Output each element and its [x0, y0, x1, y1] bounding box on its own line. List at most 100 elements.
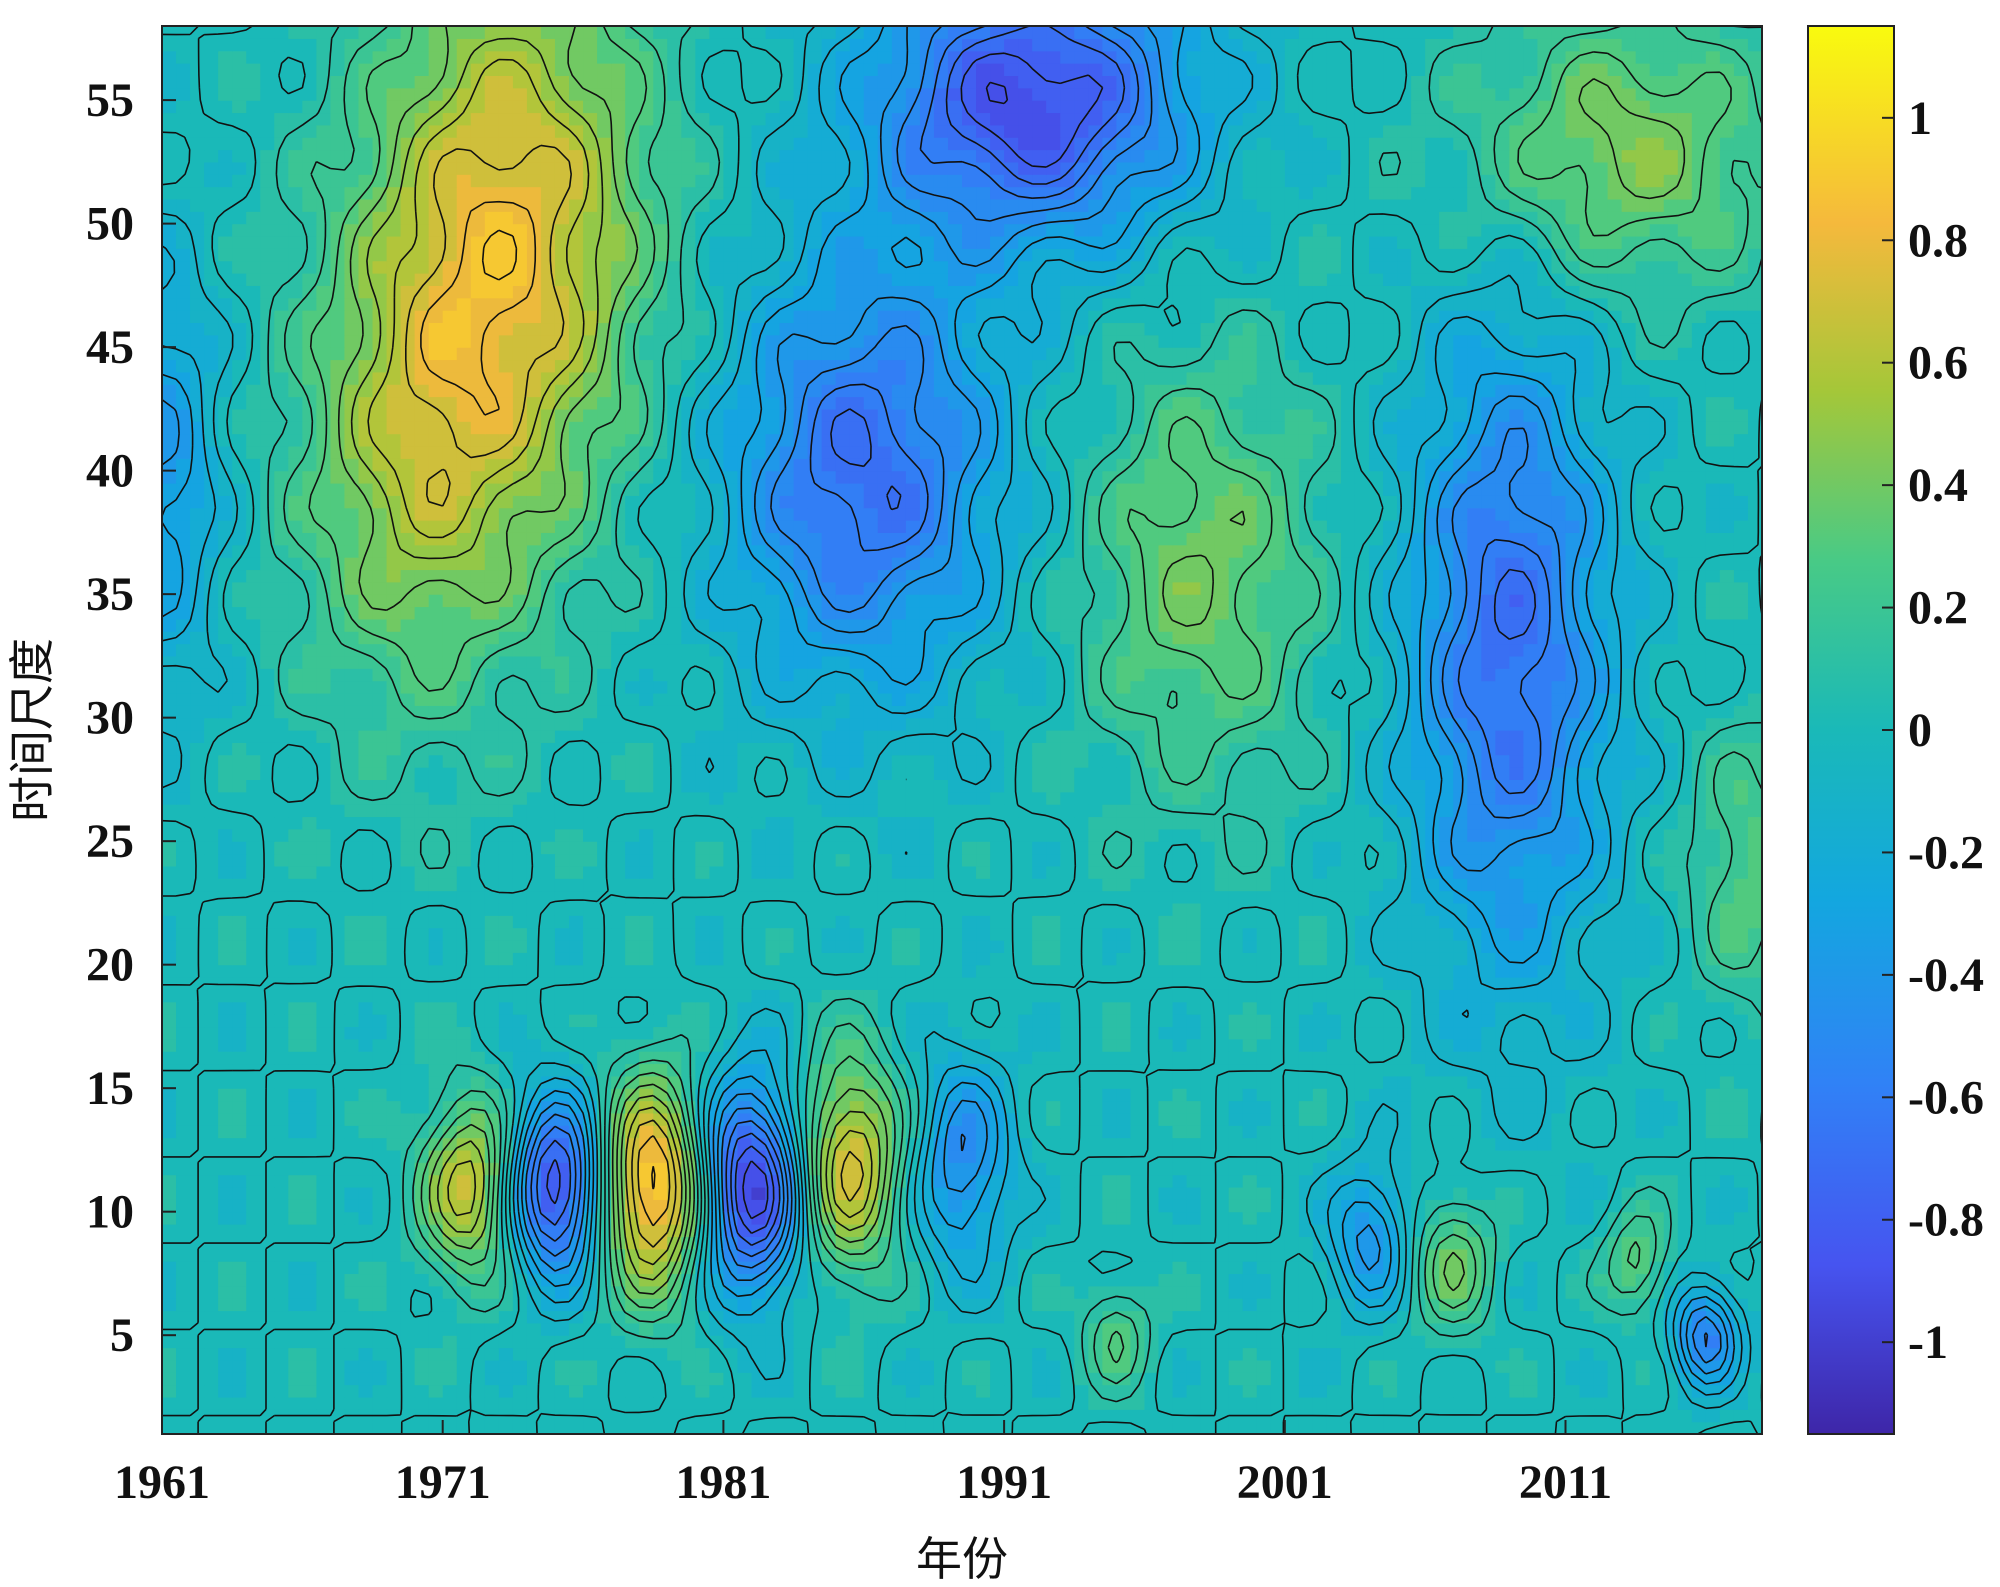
heatmap-cell — [1285, 903, 1300, 916]
heatmap-cell — [990, 1323, 1005, 1336]
heatmap-cell — [471, 965, 486, 978]
heatmap-cell — [162, 1224, 177, 1237]
heatmap-cell — [1369, 977, 1384, 990]
heatmap-cell — [1158, 903, 1173, 916]
heatmap-cell — [695, 940, 710, 953]
heatmap-cell — [443, 928, 458, 941]
heatmap-cell — [1411, 1039, 1426, 1052]
heatmap-cell — [1088, 1236, 1103, 1249]
heatmap-cell — [583, 903, 598, 916]
heatmap-cell — [934, 903, 949, 916]
heatmap-cell — [330, 1224, 345, 1237]
heatmap-cell — [429, 1323, 444, 1336]
heatmap-cell — [1425, 977, 1440, 990]
heatmap-cell — [1636, 1014, 1651, 1027]
heatmap-cell — [1341, 915, 1356, 928]
heatmap-cell — [1004, 1002, 1019, 1015]
heatmap-cell — [1074, 1409, 1089, 1422]
heatmap-cell — [344, 1039, 359, 1052]
heatmap-cell — [415, 1422, 430, 1435]
heatmap-cell — [1032, 1335, 1047, 1348]
heatmap-cell — [1439, 1063, 1454, 1076]
heatmap-cell — [1748, 965, 1763, 978]
heatmap-cell — [1088, 1088, 1103, 1101]
heatmap-cell — [723, 1273, 738, 1286]
heatmap-cell — [1594, 1014, 1609, 1027]
heatmap-cell — [401, 1310, 416, 1323]
heatmap-cell — [1130, 1286, 1145, 1299]
heatmap-cell — [1495, 1249, 1510, 1262]
heatmap-cell — [1481, 1348, 1496, 1361]
heatmap-cell — [1215, 1310, 1230, 1323]
heatmap-cell — [302, 1063, 317, 1076]
heatmap-cell — [1608, 989, 1623, 1002]
heatmap-cell — [344, 1101, 359, 1114]
heatmap-cell — [1243, 1026, 1258, 1039]
heatmap-cell — [1313, 1076, 1328, 1089]
heatmap-cell — [302, 965, 317, 978]
heatmap-cell — [1046, 1026, 1061, 1039]
heatmap-cell — [1734, 1175, 1749, 1188]
heatmap-cell — [1173, 1088, 1188, 1101]
heatmap-cell — [302, 1101, 317, 1114]
heatmap-cell — [1453, 1076, 1468, 1089]
heatmap-cell — [415, 1051, 430, 1064]
heatmap-cell — [864, 989, 879, 1002]
heatmap-cell — [1327, 1101, 1342, 1114]
heatmap-cell — [597, 1014, 612, 1027]
heatmap-cell — [1215, 1261, 1230, 1274]
heatmap-cell — [1636, 1101, 1651, 1114]
heatmap-cell — [1369, 1063, 1384, 1076]
heatmap-cell — [429, 940, 444, 953]
heatmap-cell — [723, 1298, 738, 1311]
heatmap-cell — [920, 989, 935, 1002]
heatmap-cell — [344, 940, 359, 953]
heatmap-cell — [948, 1286, 963, 1299]
heatmap-cell — [302, 1002, 317, 1015]
heatmap-cell — [878, 1286, 893, 1299]
heatmap-cell — [850, 1372, 865, 1385]
heatmap-cell — [653, 940, 668, 953]
heatmap-cell — [513, 1199, 528, 1212]
heatmap-cell — [204, 1125, 219, 1138]
heatmap-cell — [1411, 1063, 1426, 1076]
heatmap-cell — [527, 940, 542, 953]
heatmap-cell — [1215, 940, 1230, 953]
heatmap-cell — [401, 940, 416, 953]
heatmap-cell — [373, 1187, 388, 1200]
heatmap-cell — [892, 1385, 907, 1398]
heatmap-cell — [962, 1162, 977, 1175]
heatmap-cell — [892, 903, 907, 916]
heatmap-cell — [1706, 1175, 1721, 1188]
heatmap-cell — [1046, 1286, 1061, 1299]
heatmap-cell — [695, 952, 710, 965]
heatmap-cell — [1481, 1063, 1496, 1076]
heatmap-cell — [948, 1323, 963, 1336]
heatmap-cell — [892, 940, 907, 953]
heatmap-cell — [1271, 952, 1286, 965]
heatmap-cell — [1523, 1360, 1538, 1373]
heatmap-cell — [611, 1026, 626, 1039]
heatmap-cell — [1411, 1323, 1426, 1336]
heatmap-cell — [1046, 965, 1061, 978]
heatmap-cell — [176, 1162, 191, 1175]
heatmap-cell — [344, 1372, 359, 1385]
heatmap-cell — [625, 1360, 640, 1373]
heatmap-cell — [1229, 1076, 1244, 1089]
heatmap-cell — [358, 1385, 373, 1398]
heatmap-cell — [1355, 1372, 1370, 1385]
heatmap-cell — [1313, 1298, 1328, 1311]
heatmap-cell — [1748, 1224, 1763, 1237]
heatmap-cell — [1074, 1261, 1089, 1274]
heatmap-cell — [1018, 1249, 1033, 1262]
heatmap-cell — [176, 1212, 191, 1225]
heatmap-cell — [176, 1039, 191, 1052]
heatmap-cell — [1187, 952, 1202, 965]
heatmap-cell — [1678, 989, 1693, 1002]
heatmap-cell — [1088, 1101, 1103, 1114]
heatmap-cell — [1046, 1298, 1061, 1311]
heatmap-cell — [527, 1335, 542, 1348]
heatmap-cell — [990, 965, 1005, 978]
heatmap-cell — [1551, 1063, 1566, 1076]
heatmap-cell — [1467, 891, 1482, 904]
